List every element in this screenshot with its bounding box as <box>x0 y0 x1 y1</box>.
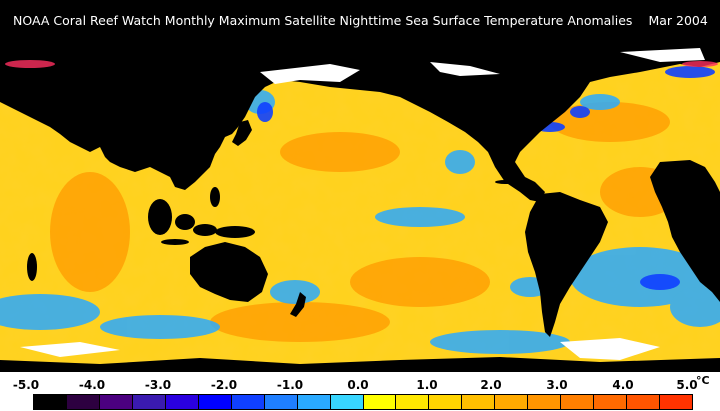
legend-swatch <box>396 395 430 409</box>
color-scale-legend: -5.0 -4.0 -3.0 -2.0 -1.0 0.0 1.0 2.0 3.0… <box>0 372 720 411</box>
land-new-zealand <box>290 292 306 317</box>
legend-swatch <box>561 395 595 409</box>
legend-tick: -5.0 <box>12 378 40 392</box>
legend-swatch <box>99 395 133 409</box>
legend-swatch <box>627 395 661 409</box>
legend-tick: -3.0 <box>144 378 172 392</box>
land-eurasia-north-america <box>0 42 720 202</box>
legend-swatch <box>297 395 331 409</box>
legend-color-bar <box>33 394 693 410</box>
strong-cool-anomaly-regions <box>257 66 715 290</box>
cool-anomaly-regions <box>0 90 720 354</box>
legend-swatch <box>660 395 693 409</box>
land-maritime-asia <box>148 187 255 245</box>
legend-tick: -2.0 <box>210 378 238 392</box>
legend-swatch <box>594 395 628 409</box>
land-caribbean <box>495 180 526 189</box>
legend-tick: 0.0 <box>347 378 369 392</box>
legend-swatch <box>330 395 364 409</box>
extreme-warm-anomalies <box>5 60 718 68</box>
legend-swatch <box>264 395 298 409</box>
legend-swatch <box>165 395 199 409</box>
legend-tick: -1.0 <box>276 378 304 392</box>
legend-unit: °C <box>696 374 710 387</box>
sst-anomaly-map <box>0 42 720 372</box>
land-australia <box>190 242 268 302</box>
legend-swatch <box>198 395 232 409</box>
legend-tick: 3.0 <box>546 378 568 392</box>
legend-swatch <box>363 395 397 409</box>
land-africa <box>650 160 720 302</box>
map-date: Mar 2004 <box>648 13 708 28</box>
map-svg <box>0 42 720 372</box>
legend-tick: 2.0 <box>480 378 502 392</box>
legend-tick: -4.0 <box>78 378 106 392</box>
legend-swatch <box>34 395 67 409</box>
legend-swatch <box>495 395 529 409</box>
legend-swatch <box>231 395 265 409</box>
map-title: NOAA Coral Reef Watch Monthly Maximum Sa… <box>13 13 633 28</box>
legend-swatch <box>132 395 166 409</box>
legend-tick: 5.0 <box>676 378 698 392</box>
legend-tick: 4.0 <box>612 378 634 392</box>
land-masses <box>0 42 720 372</box>
legend-swatch <box>462 395 496 409</box>
legend-swatch <box>429 395 463 409</box>
map-title-bar: NOAA Coral Reef Watch Monthly Maximum Sa… <box>0 0 720 42</box>
land-south-america <box>525 192 608 337</box>
land-japan <box>232 120 252 146</box>
legend-swatch <box>528 395 562 409</box>
sea-ice <box>20 48 705 360</box>
legend-swatch <box>66 395 100 409</box>
legend-tick: 1.0 <box>416 378 438 392</box>
land-antarctica <box>0 357 720 372</box>
